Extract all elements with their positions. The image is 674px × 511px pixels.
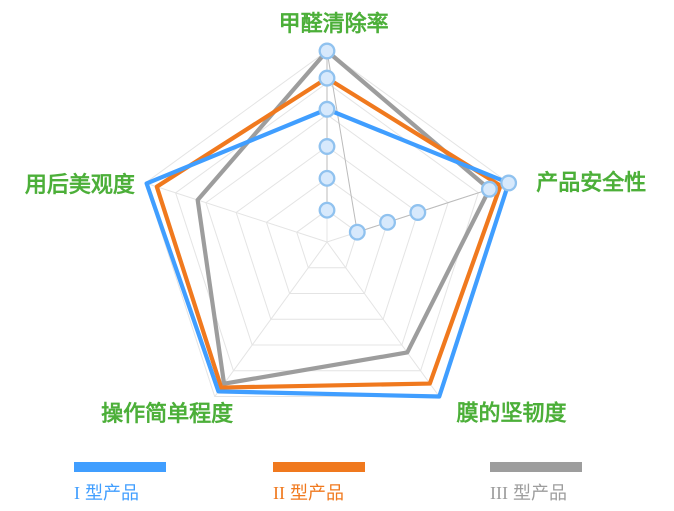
svg-text:操作简单程度: 操作简单程度 <box>101 401 234 426</box>
svg-text:甲醛清除率: 甲醛清除率 <box>279 11 389 36</box>
svg-text:膜的坚韧度: 膜的坚韧度 <box>457 401 568 426</box>
svg-text:用后美观度: 用后美观度 <box>25 172 136 197</box>
svg-text:产品安全性: 产品安全性 <box>536 170 646 195</box>
